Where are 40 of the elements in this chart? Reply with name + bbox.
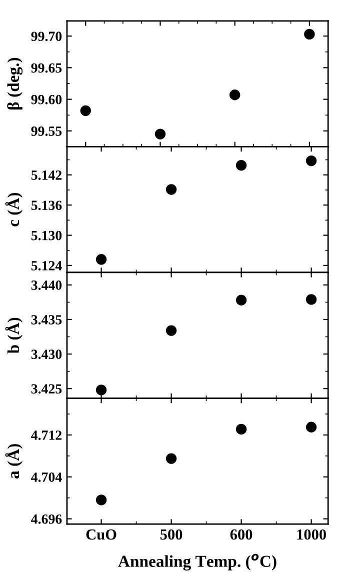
point [166,453,177,464]
y-tick-label: 5.130 [31,230,62,240]
y-tick-label: 99.70 [31,32,62,42]
point [306,422,317,432]
point [80,105,91,116]
point [166,325,177,336]
point [306,155,317,166]
y-tick-label: 5.142 [31,170,62,180]
point [154,128,166,140]
point [236,424,247,435]
y-tick-label: 99.55 [31,126,62,136]
y-axis-title: a (Å) [5,444,23,478]
point [96,384,107,396]
y-axis-title: b (Å) [5,318,23,354]
x-tick-label: 500 [160,529,182,540]
y-tick-label: 4.704 [31,472,62,482]
y-tick-label: 99.60 [31,94,62,104]
y-tick-label: 5.136 [31,200,62,210]
point [236,294,247,306]
point [96,254,107,265]
point [229,90,240,100]
point [166,184,177,195]
x-tick-label: 600 [230,529,252,540]
y-axis-title: c (Å) [5,192,23,226]
x-axis-title: Annealing Temp. ($^{o}$C) [118,554,276,570]
y-tick-label: 3.440 [31,280,62,290]
y-tick-label: 4.696 [31,514,62,524]
y-tick-label: 3.430 [31,350,62,360]
point [96,494,107,506]
point [304,28,315,40]
y-tick-label: 99.65 [31,63,62,73]
y-tick-label: 3.425 [31,384,62,394]
y-tick-label: 3.435 [31,315,62,324]
y-tick-label: 5.124 [31,261,62,270]
x-tick-label: CuO [86,529,116,540]
point [236,160,247,171]
y-axis-title: β (deg.) [7,58,23,110]
point [306,294,317,305]
x-tick-label: 1000 [297,529,326,540]
y-tick-label: 4.712 [31,430,62,440]
